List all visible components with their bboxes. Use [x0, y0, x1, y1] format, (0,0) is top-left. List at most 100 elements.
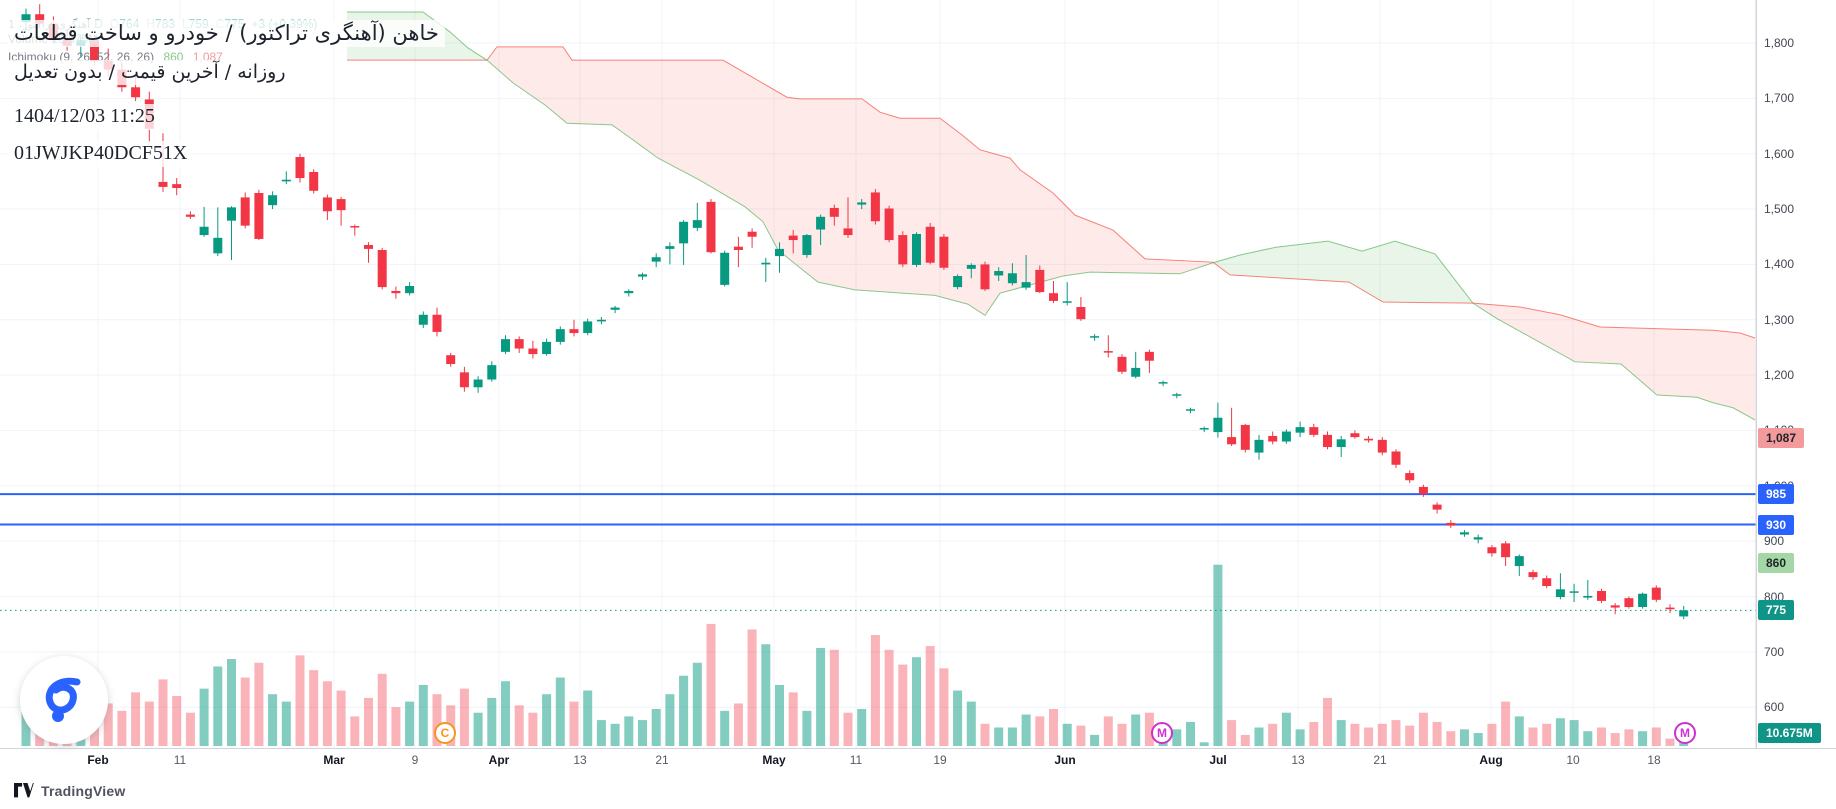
volume-bar	[1281, 712, 1291, 746]
volume-bar	[268, 694, 278, 746]
volume-bar	[1323, 697, 1332, 746]
volume-bar	[1528, 727, 1538, 746]
volume-bar	[761, 644, 771, 746]
volume-bar	[583, 690, 593, 746]
candle-body	[1665, 607, 1675, 610]
candle-body	[1651, 587, 1661, 600]
tradingview-icon	[14, 783, 34, 798]
volume-bar	[1460, 729, 1469, 746]
candle-body	[610, 307, 620, 310]
volume-bar	[1199, 742, 1209, 746]
price-tick-label: 1,400	[1764, 257, 1795, 272]
volume-bar	[1405, 725, 1415, 746]
candle-body	[1555, 589, 1565, 598]
volume-bar	[843, 712, 853, 746]
time-tick-13: 13	[573, 753, 587, 767]
price-tick-label: 1,700	[1764, 91, 1795, 106]
candle-body	[624, 290, 634, 294]
volume-bar	[185, 712, 195, 746]
candle-body	[679, 221, 689, 244]
candle-body	[473, 379, 483, 388]
candle-body	[884, 208, 894, 241]
price-tick-label: 700	[1764, 644, 1785, 659]
candle-body	[1679, 610, 1689, 617]
candle-body	[1377, 439, 1387, 453]
candle-body	[802, 235, 812, 255]
price-axis[interactable]	[1756, 0, 1836, 775]
volume-bar	[254, 662, 264, 746]
volume-bar	[1446, 731, 1456, 746]
candle-body	[583, 321, 593, 334]
volume-bar	[1240, 734, 1250, 746]
candle-body	[596, 319, 606, 322]
volume-bar	[953, 690, 963, 746]
event-marker-M[interactable]: M	[1674, 722, 1696, 744]
candle-body	[227, 207, 236, 221]
senkou-a-line	[347, 11, 1756, 421]
volume-bar	[939, 668, 949, 746]
volume-bar	[624, 716, 634, 746]
candle-body	[775, 248, 784, 257]
price-tag-930: 930	[1758, 514, 1795, 535]
volume-bar	[418, 684, 428, 746]
volume-bar	[1035, 716, 1045, 746]
volume-bar	[322, 681, 332, 746]
volume-bar	[1665, 738, 1675, 746]
candle-body	[487, 365, 497, 380]
volume-bar	[131, 692, 141, 746]
volume-bar	[1144, 712, 1154, 746]
candle-body	[1528, 572, 1538, 578]
volume-bar	[240, 677, 250, 746]
chart-settings-line: روزانه / آخرین قیمت / بدون تعدیل	[8, 60, 292, 85]
volume-bar	[1295, 729, 1305, 746]
candle-body	[1583, 595, 1593, 598]
volume-bar	[925, 646, 935, 746]
time-tick-Jun: Jun	[1054, 753, 1076, 767]
volume-bar	[281, 701, 291, 746]
volume-bar	[542, 694, 552, 746]
candle-body	[1076, 307, 1086, 320]
candle-body	[1418, 486, 1428, 495]
broker-logo-bubble[interactable]	[20, 656, 108, 744]
candle-body	[35, 14, 45, 24]
candle-body	[829, 207, 839, 217]
senkou-b-line	[347, 46, 1756, 339]
symbol-title-line: خاهن (آهنگری تراکتور) / خودرو و ساخت قطع…	[8, 20, 445, 47]
price-tag-1087: 1,087	[1758, 427, 1805, 448]
ichimoku-cloud-fill	[1215, 241, 1475, 305]
volume-bar	[309, 670, 319, 746]
event-marker-M[interactable]: M	[1151, 722, 1173, 744]
time-tick-Jul: Jul	[1209, 753, 1227, 767]
volume-bar	[1076, 725, 1086, 746]
volume-bar	[1131, 714, 1141, 746]
volume-bar	[802, 710, 812, 746]
candle-body	[1199, 428, 1209, 430]
volume-tag: 10.675M	[1758, 723, 1821, 743]
candle-body	[843, 228, 853, 236]
price-tick-label: 800	[1764, 589, 1785, 604]
time-tick-21: 21	[655, 753, 669, 767]
price-tick-label: 1,800	[1764, 36, 1795, 50]
volume-bar	[473, 712, 483, 746]
candle-body	[172, 184, 182, 189]
tradingview-logo[interactable]: TradingView	[14, 783, 125, 799]
candle-body	[1090, 336, 1100, 338]
event-marker-C[interactable]: C	[434, 722, 456, 744]
candle-body	[651, 257, 661, 262]
candle-body	[747, 231, 757, 237]
candle-body	[1007, 273, 1017, 284]
candle-body	[514, 339, 524, 349]
candle-body	[898, 235, 908, 265]
candle-body	[1336, 439, 1346, 448]
candle-body	[706, 201, 716, 253]
volume-bar	[1186, 721, 1195, 746]
volume-bar	[391, 707, 401, 746]
candle-body	[185, 214, 195, 217]
price-tick-label: 1,600	[1764, 146, 1795, 161]
candle-body	[528, 348, 538, 355]
candle-body	[1446, 522, 1456, 526]
volume-bar	[1555, 718, 1565, 746]
volume-bar	[172, 696, 182, 746]
